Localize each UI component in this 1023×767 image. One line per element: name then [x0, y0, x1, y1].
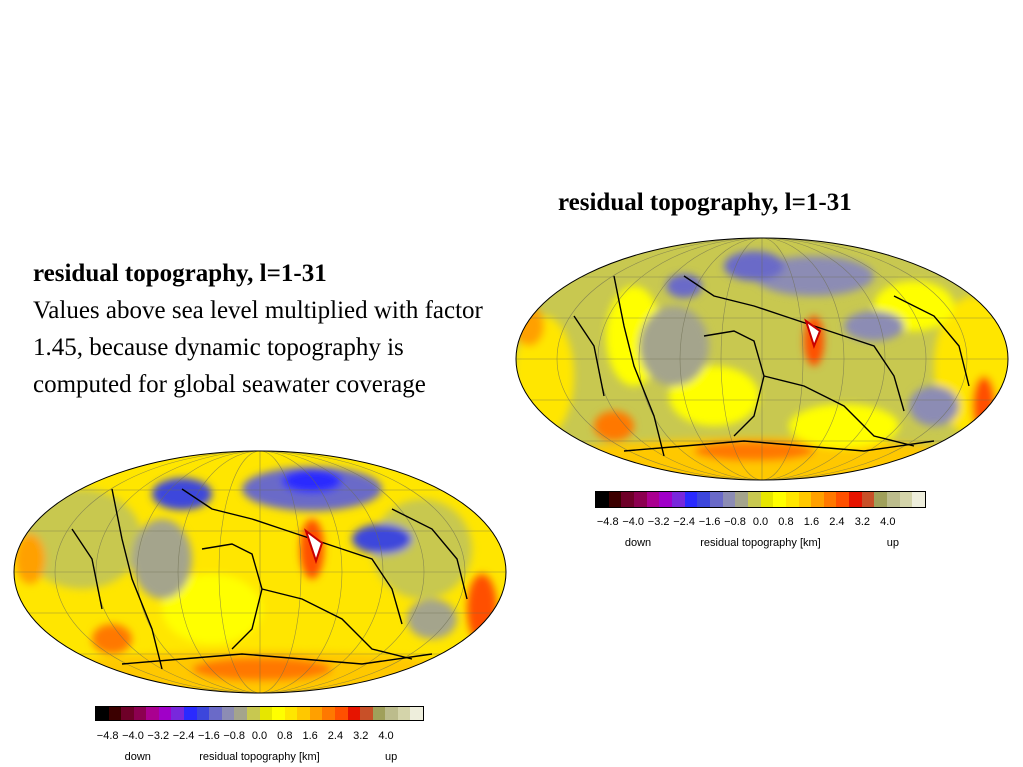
colorbar-swatch [121, 707, 134, 720]
colorbar-swatch [196, 707, 210, 720]
colorbar-swatch [410, 707, 424, 720]
colorbar-swatch [659, 492, 672, 507]
colorbar-swatch [133, 707, 147, 720]
colorbar-swatch [322, 707, 335, 720]
colorbar-swatch [108, 707, 122, 720]
colorbar-swatch [385, 707, 398, 720]
colorbar-tick-label: 1.6 [803, 516, 820, 528]
colorbar-tick-label: 0.0 [752, 516, 769, 528]
colorbar-swatch [259, 707, 273, 720]
colorbar-swatch [760, 492, 774, 507]
colorbar-up-label: up [384, 751, 398, 763]
colorbar-tick-label: −3.2 [647, 516, 670, 528]
colorbar-swatch [836, 492, 850, 507]
colorbar-swatch [246, 707, 260, 720]
colorbar-swatch [874, 492, 888, 507]
colorbar-tick-label: 1.6 [302, 730, 318, 742]
colorbar-title: residual topography [km] [700, 537, 821, 549]
left-topography-map [13, 450, 507, 694]
colorbar-swatch [671, 492, 685, 507]
colorbar-swatch [397, 707, 411, 720]
colorbar-swatch [596, 492, 609, 507]
colorbar-swatch [334, 707, 348, 720]
left-colorbar: −4.8 −4.0 −3.2 −2.4 −1.6 −0.8 0.0 0.8 1.6 2.4 3.2 4… [95, 706, 424, 766]
colorbar-swatch [608, 492, 622, 507]
colorbar-swatch [158, 707, 172, 720]
colorbar-swatch [646, 492, 660, 507]
colorbar-swatch [785, 492, 799, 507]
colorbar-swatch [735, 492, 748, 507]
colorbar-title: residual topography [km] [199, 751, 320, 763]
colorbar-tick-label: 0.0 [251, 730, 268, 742]
colorbar-tick-label: −3.2 [147, 730, 170, 742]
colorbar-swatch [697, 492, 710, 507]
colorbar-tick-label: −1.6 [698, 516, 721, 528]
colorbar-swatch [372, 707, 386, 720]
colorbar-swatch [899, 492, 913, 507]
colorbar-tick-label: −0.8 [724, 516, 746, 528]
colorbar-strip [595, 491, 926, 508]
colorbar-swatch [811, 492, 824, 507]
left-map-description: Values above sea level multiplied with f… [33, 297, 483, 398]
colorbar-swatch [146, 707, 159, 720]
colorbar-swatch [209, 707, 222, 720]
left-map-title: residual topography, l=1-31 [33, 260, 327, 287]
right-topography-map [515, 237, 1009, 481]
colorbar-tick-label: 2.4 [829, 516, 845, 528]
colorbar-tick-label: −4.8 [96, 730, 119, 742]
colorbar-swatch [284, 707, 298, 720]
right-colorbar: −4.8 −4.0 −3.2 −2.4 −1.6 −0.8 0.0 0.8 1.6 2.4 3.2 4… [595, 491, 926, 561]
colorbar-tick-label: 3.2 [854, 516, 870, 528]
colorbar-up-label: up [886, 537, 900, 549]
colorbar-swatch [722, 492, 736, 507]
colorbar-strip [95, 706, 424, 721]
colorbar-swatch [309, 707, 323, 720]
colorbar-down-label: down [124, 751, 151, 763]
colorbar-tick-label: 0.8 [277, 730, 293, 742]
colorbar-swatch [798, 492, 812, 507]
colorbar-swatch [684, 492, 698, 507]
colorbar-swatch [773, 492, 786, 507]
colorbar-tick-label: −2.4 [673, 516, 695, 528]
colorbar-swatch [171, 707, 185, 720]
colorbar-tick-label: −1.6 [198, 730, 220, 742]
colorbar-swatch [184, 707, 197, 720]
colorbar-swatch [912, 492, 926, 507]
colorbar-tick-label: 0.8 [778, 516, 794, 528]
colorbar-tick-label: −4.0 [622, 516, 645, 528]
colorbar-swatch [221, 707, 235, 720]
colorbar-swatch [234, 707, 247, 720]
colorbar-tick-label: 3.2 [353, 730, 369, 742]
colorbar-swatch [849, 492, 862, 507]
right-map-title: residual topography, l=1-31 [558, 189, 852, 216]
colorbar-swatch [272, 707, 285, 720]
colorbar-swatch [347, 707, 361, 720]
colorbar-swatch [887, 492, 900, 507]
colorbar-tick-label: 2.4 [327, 730, 344, 742]
colorbar-swatch [861, 492, 875, 507]
colorbar-swatch [823, 492, 837, 507]
colorbar-tick-label: −4.0 [122, 730, 144, 742]
colorbar-swatch [747, 492, 761, 507]
colorbar-tick-label: −2.4 [172, 730, 195, 742]
colorbar-swatch [297, 707, 310, 720]
colorbar-swatch [360, 707, 373, 720]
colorbar-tick-label: −0.8 [223, 730, 246, 742]
colorbar-swatch [709, 492, 723, 507]
colorbar-tick-label: 4.0 [880, 516, 896, 528]
colorbar-swatch [96, 707, 109, 720]
colorbar-tick-label: 4.0 [378, 730, 394, 742]
colorbar-swatch [633, 492, 647, 507]
colorbar-swatch [621, 492, 634, 507]
colorbar-down-label: down [624, 537, 652, 549]
colorbar-tick-label: −4.8 [596, 516, 619, 528]
